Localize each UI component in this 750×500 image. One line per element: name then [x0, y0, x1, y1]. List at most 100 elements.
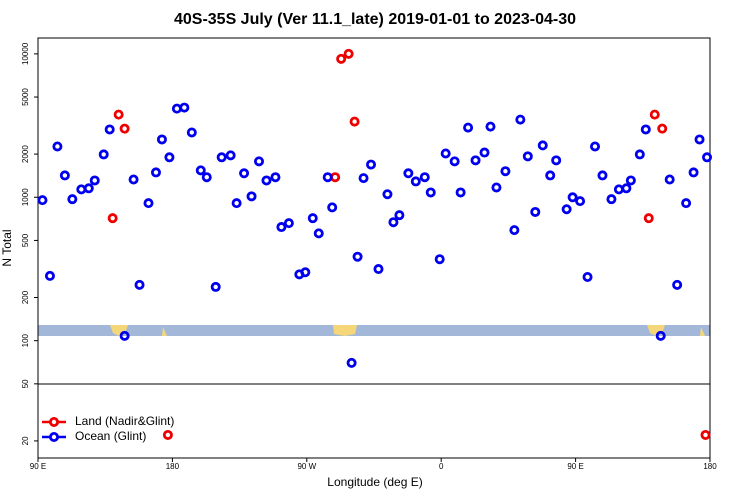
point: [515, 114, 526, 125]
point: [270, 172, 281, 183]
point: [613, 184, 624, 195]
point: [162, 429, 173, 440]
point: [649, 109, 660, 120]
point: [410, 176, 421, 187]
point: [107, 213, 118, 224]
y-tick-label: 50: [21, 379, 30, 388]
point: [440, 148, 451, 159]
point: [254, 156, 265, 167]
x-tick-label: 180: [166, 462, 180, 471]
point: [346, 357, 357, 368]
point: [551, 155, 562, 166]
point: [419, 172, 430, 183]
x-tick-label: 0: [439, 462, 444, 471]
point: [113, 109, 124, 120]
point: [261, 175, 272, 186]
point: [625, 175, 636, 186]
point: [582, 271, 593, 282]
point: [134, 279, 145, 290]
point: [634, 149, 645, 160]
point: [119, 330, 130, 341]
point: [44, 270, 55, 281]
point: [143, 198, 154, 209]
point: [37, 195, 48, 206]
point: [336, 53, 347, 64]
point: [322, 172, 333, 183]
point: [394, 210, 405, 221]
point: [239, 168, 250, 179]
point: [597, 170, 608, 181]
point: [195, 165, 206, 176]
point: [537, 140, 548, 151]
point: [567, 192, 578, 203]
point: [67, 194, 78, 205]
point: [343, 48, 354, 59]
point: [522, 151, 533, 162]
y-tick-label: 5000: [21, 88, 30, 106]
plot-frame: [37, 37, 711, 459]
point: [434, 254, 445, 265]
point: [128, 174, 139, 185]
point: [403, 168, 414, 179]
point: [606, 194, 617, 205]
y-tick-label: 500: [21, 233, 30, 247]
point: [104, 124, 115, 135]
map-strip: [38, 325, 710, 336]
point: [276, 222, 287, 233]
point: [216, 152, 227, 163]
y-axis-label: N Total: [0, 229, 14, 266]
point: [89, 175, 100, 186]
point: [349, 116, 360, 127]
point: [491, 182, 502, 193]
y-tick-label: 100: [21, 333, 30, 347]
x-tick-label: 90 E: [567, 462, 583, 471]
point: [640, 124, 651, 135]
point: [76, 184, 87, 195]
point: [657, 123, 668, 134]
point: [485, 121, 496, 132]
point: [425, 187, 436, 198]
point: [530, 206, 541, 217]
point: [470, 155, 481, 166]
y-tick-label: 200: [21, 290, 30, 304]
legend-label: Land (Nadir&Glint): [75, 414, 174, 428]
point: [179, 102, 190, 113]
legend-marker: [49, 416, 60, 427]
x-axis-label: Longitude (deg E): [327, 475, 422, 489]
point: [366, 159, 377, 170]
legend-marker: [49, 431, 60, 442]
point: [119, 123, 130, 134]
point: [500, 166, 511, 177]
x-tick-label: 180: [703, 462, 717, 471]
point: [694, 134, 705, 145]
point: [59, 170, 70, 181]
point: [449, 156, 460, 167]
point: [98, 149, 109, 160]
point: [688, 167, 699, 178]
point: [479, 147, 490, 158]
point: [231, 198, 242, 209]
point: [373, 264, 384, 275]
point: [545, 170, 556, 181]
point: [201, 172, 212, 183]
point: [300, 267, 311, 278]
point: [327, 202, 338, 213]
point: [672, 279, 683, 290]
point: [575, 196, 586, 207]
point: [700, 429, 711, 440]
point: [561, 204, 572, 215]
point: [246, 191, 257, 202]
point: [225, 150, 236, 161]
point: [164, 152, 175, 163]
point: [621, 183, 632, 194]
point: [681, 198, 692, 209]
point: [382, 189, 393, 200]
y-tick-label: 20: [21, 436, 30, 445]
point: [83, 183, 94, 194]
point: [352, 251, 363, 262]
chart-title: 40S-35S July (Ver 11.1_late) 2019-01-01 …: [174, 11, 576, 28]
x-tick-label: 90 W: [297, 462, 316, 471]
point: [664, 174, 675, 185]
point: [358, 173, 369, 184]
